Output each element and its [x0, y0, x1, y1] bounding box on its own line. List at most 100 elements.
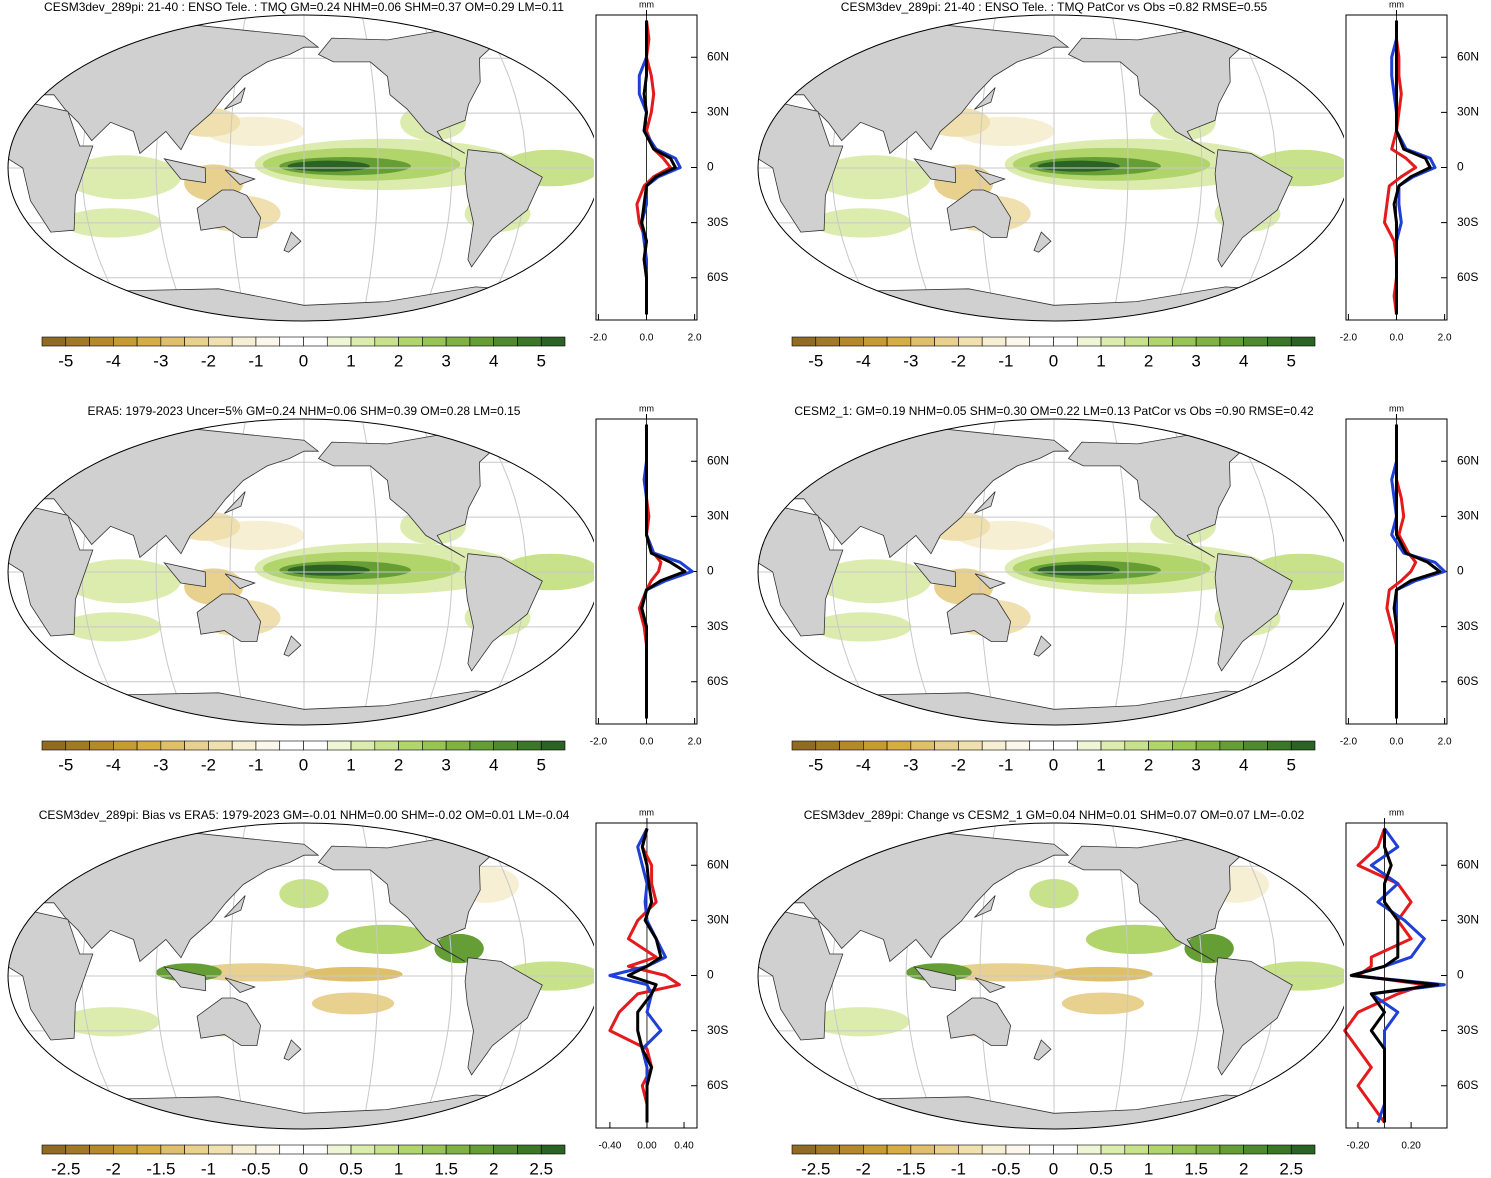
colorbar-label: -2 — [201, 755, 216, 774]
colorbar-box — [1053, 1144, 1078, 1155]
land — [464, 957, 543, 1076]
colorbar-box — [1053, 336, 1078, 347]
x-tick-label: 2.0 — [688, 737, 702, 748]
colorbar-label: 5 — [536, 351, 545, 370]
colorbar-box — [1243, 1144, 1268, 1155]
land — [49, 690, 559, 725]
profile-frame — [1345, 822, 1448, 1129]
y-tick-label: 30S — [707, 1023, 728, 1037]
colorbar-label: 0 — [1049, 755, 1058, 774]
colorbar-label: 0 — [1049, 1159, 1058, 1178]
y-tick-label: 30S — [707, 215, 728, 229]
colorbar-label: 1.5 — [434, 1159, 458, 1178]
colorbar-box — [469, 336, 494, 347]
colorbar-box — [41, 740, 67, 751]
colorbar-label: -1 — [998, 755, 1013, 774]
colorbar-box — [1076, 740, 1102, 751]
colorbar-box — [89, 740, 114, 751]
x-tick-label: -2.0 — [1340, 333, 1358, 344]
field-contour — [287, 160, 370, 172]
colorbar-box — [89, 1144, 114, 1155]
colorbar-label: -3 — [903, 351, 918, 370]
land — [163, 158, 206, 184]
land — [946, 593, 1012, 642]
colorbar-label: -4 — [106, 755, 121, 774]
colorbar-box — [113, 1144, 138, 1155]
colorbar-box — [493, 1144, 518, 1155]
panel-title: CESM2_1: GM=0.19 NHM=0.05 SHM=0.30 OM=0.… — [794, 404, 1314, 418]
colorbar-label: -2.5 — [801, 1159, 830, 1178]
y-tick-label: 0 — [707, 968, 714, 982]
land — [946, 189, 1012, 238]
profile-line — [1392, 20, 1432, 315]
land — [913, 562, 956, 588]
colorbar-box — [113, 336, 138, 347]
land — [196, 997, 262, 1046]
colorbar-label: 3 — [1191, 755, 1200, 774]
colorbar-label: 2.5 — [529, 1159, 553, 1178]
colorbar-box — [303, 336, 328, 347]
land — [974, 491, 996, 514]
colorbar-label: -3 — [153, 351, 168, 370]
colorbar-label: -2 — [106, 1159, 121, 1178]
land — [196, 593, 262, 642]
colorbar-box — [540, 336, 566, 347]
y-tick-label: 60N — [1457, 453, 1479, 467]
land — [913, 158, 956, 184]
colorbar-label: -2 — [201, 351, 216, 370]
colorbar-box — [350, 1144, 376, 1155]
y-tick-label: 30S — [1457, 619, 1478, 633]
colorbar-label: -2 — [951, 755, 966, 774]
map — [8, 419, 600, 725]
colorbar-label: 1 — [1144, 1159, 1153, 1178]
map — [758, 419, 1350, 725]
colorbar-box — [791, 1144, 817, 1155]
land — [974, 169, 1006, 185]
colorbar-box — [1290, 336, 1316, 347]
colorbar-box — [279, 1144, 304, 1155]
colorbar-box — [1290, 740, 1316, 751]
field-contour — [65, 559, 181, 604]
colorbar-box — [886, 336, 912, 347]
profile-frame — [595, 418, 698, 725]
y-tick-label: 30S — [707, 619, 728, 633]
colorbar-box — [65, 336, 90, 347]
colorbar-box — [1100, 740, 1126, 751]
x-tick-label: 0.0 — [1390, 333, 1404, 344]
colorbar-box — [231, 336, 257, 347]
colorbar-box — [1124, 336, 1149, 347]
field-contour — [188, 963, 321, 982]
colorbar-label: -1 — [951, 1159, 966, 1178]
colorbar-box — [981, 336, 1007, 347]
colorbar-label: 5 — [1286, 755, 1295, 774]
land — [224, 573, 256, 589]
colorbar-label: 5 — [536, 755, 545, 774]
colorbar-box — [350, 336, 376, 347]
colorbar-box — [65, 1144, 90, 1155]
colorbar-label: -0.5 — [241, 1159, 270, 1178]
land — [163, 966, 206, 992]
colorbar-box — [958, 336, 983, 347]
panel-title: CESM3dev_289pi: Change vs CESM2_1 GM=0.0… — [804, 808, 1305, 822]
colorbar-box — [981, 740, 1007, 751]
colorbar-box — [839, 740, 864, 751]
colorbar-label: -1 — [998, 351, 1013, 370]
land — [946, 997, 1012, 1046]
colorbar-box — [1219, 740, 1244, 751]
profile-line — [637, 20, 682, 315]
x-tick-label: 0.0 — [640, 333, 654, 344]
x-tick-label: -0.20 — [1347, 1141, 1370, 1152]
land — [224, 87, 246, 110]
land — [464, 553, 543, 672]
land — [1214, 149, 1293, 268]
colorbar-box — [350, 740, 376, 751]
colorbar-box — [374, 1144, 399, 1155]
profile-frame-bg — [1344, 405, 1491, 744]
colorbar-box — [422, 740, 447, 751]
land — [49, 1094, 559, 1129]
colorbar-box — [1148, 740, 1173, 751]
colorbar-box — [445, 740, 471, 751]
colorbar-box — [1290, 1144, 1316, 1155]
colorbar-box — [863, 336, 888, 347]
